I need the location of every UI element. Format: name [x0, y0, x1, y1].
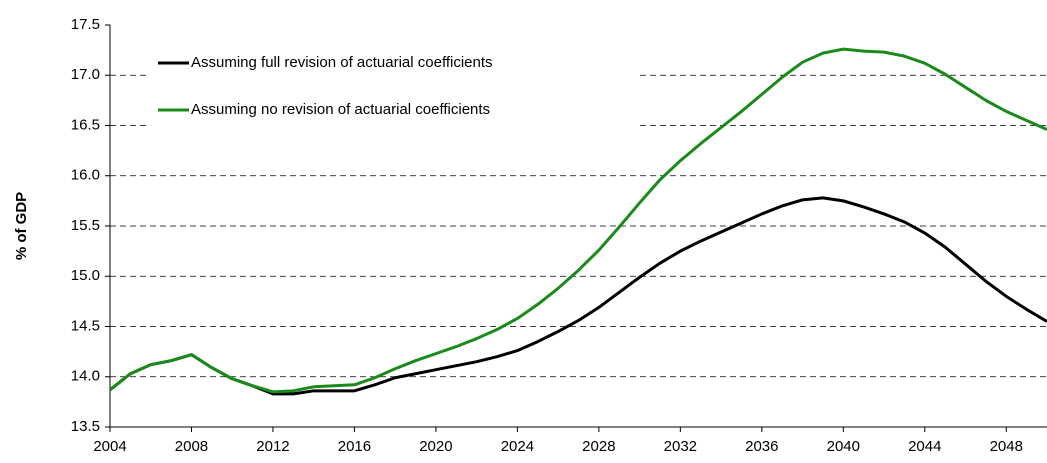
legend-box: [150, 42, 640, 142]
x-tick-label: 2016: [338, 438, 371, 455]
y-tick-label: 17.5: [71, 16, 100, 33]
y-tick-label: 15.0: [71, 267, 100, 284]
legend-label: Assuming no revision of actuarial coeffi…: [191, 101, 490, 118]
x-tick-label: 2032: [664, 438, 697, 455]
series-line: [109, 47, 1047, 394]
x-tick-label: 2028: [582, 438, 615, 455]
x-tick-label: 2044: [908, 438, 941, 455]
series-line: [109, 196, 1047, 396]
x-tick-label: 2012: [256, 438, 289, 455]
y-axis-label: % of GDP: [13, 192, 30, 260]
x-tick-label: 2048: [990, 438, 1023, 455]
legend-label: Assuming full revision of actuarial coef…: [191, 54, 493, 71]
y-tick-label: 14.5: [71, 317, 100, 334]
y-tick-label: 15.5: [71, 217, 100, 234]
x-tick-label: 2036: [745, 438, 778, 455]
x-tick-label: 2004: [93, 438, 126, 455]
y-tick-label: 14.0: [71, 368, 100, 385]
y-tick-label: 16.5: [71, 116, 100, 133]
x-tick-label: 2040: [827, 438, 860, 455]
y-tick-label: 17.0: [71, 66, 100, 83]
x-tick-label: 2020: [419, 438, 452, 455]
y-tick-label: 13.5: [71, 418, 100, 435]
y-tick-label: 16.0: [71, 167, 100, 184]
x-tick-label: 2024: [501, 438, 534, 455]
x-tick-label: 2008: [175, 438, 208, 455]
